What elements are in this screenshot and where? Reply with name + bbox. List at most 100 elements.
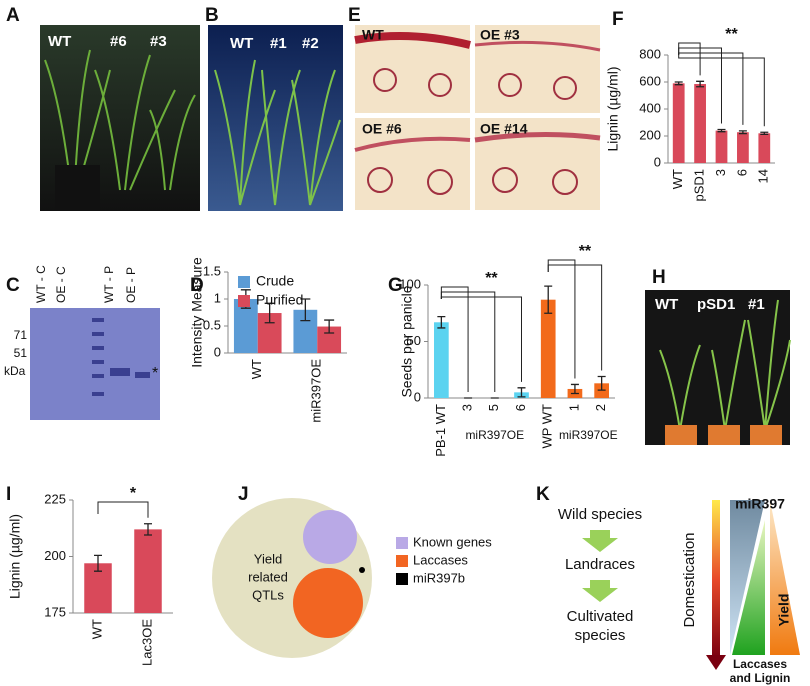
sig-bracket [440,296,522,382]
legend-swatch [396,555,408,567]
known-genes-circle [303,510,357,564]
legend-label: Purified [256,292,303,308]
lane-label: WT - C [34,265,48,303]
panel-letter: C [6,275,20,296]
y-tick-label: 200 [639,127,661,142]
sig-label: ** [725,26,738,43]
panel-letter: K [536,484,550,505]
error-bar [570,383,579,395]
x-tick-label: 14 [756,169,771,183]
x-tick-label: Lac3OE [139,619,154,666]
error-bar [696,80,705,88]
photo-label: OE #14 [480,121,528,137]
photo-label: WT [655,296,678,313]
y-tick-label: 400 [639,100,661,115]
sig-label: ** [579,243,592,260]
panel-letter: H [652,267,666,288]
band-star: * [152,365,158,382]
bar [540,299,556,398]
sig-bracket [547,264,603,371]
panel-letter: J [238,484,249,505]
error-bar [674,81,683,86]
bar [672,83,685,163]
plants-h [659,299,791,431]
x-tick-label: 5 [486,404,501,411]
plants-a [44,49,196,191]
x-tick-label: pSD1 [692,169,707,202]
legend-swatch [238,295,250,307]
photo-b [208,25,343,211]
legend-swatch [396,573,408,585]
panel-letter: I [6,484,11,505]
sig-bracket [678,55,765,127]
legend-label: miR397b [413,570,465,585]
lane-label: OE - C [54,266,68,303]
y-tick-label: 200 [44,548,66,563]
y-axis-label: Lignin (µg/ml) [7,514,23,599]
y-axis-label: Seeds per panicle [399,285,415,397]
lane-label: OE - P [124,267,138,303]
y-tick-label: 1 [214,290,221,305]
photo-label: OE #6 [362,121,402,137]
bar [233,299,258,353]
laccase-wedge [732,520,765,655]
photo-label: #6 [110,33,127,50]
step-label: Wild species [558,506,642,523]
y-axis-label: Intensity Measure [189,257,205,368]
step-label: Cultivated [567,608,634,625]
photo-label: WT [230,35,253,52]
y-tick-label: 0 [654,154,661,169]
x-tick-label: 1 [566,404,581,411]
panel-letter: F [612,9,624,30]
lane-label: WT - P [102,266,116,303]
error-bar [597,375,606,391]
group-label: miR397OE [559,428,618,442]
photo-label: OE #3 [480,27,520,43]
bar [694,84,706,163]
error-bar [760,131,769,136]
y-axis-label: Lignin (µg/ml) [605,66,621,151]
arrow [582,530,618,552]
marker-label: 51 [14,346,28,360]
y-tick-label: 175 [44,604,66,619]
photo-label: WT [48,33,71,50]
bar [434,322,449,398]
wedge-label: miR397 [735,496,785,512]
plants-b [214,59,341,206]
yield-wedge [770,500,800,655]
sig-bracket [678,47,722,124]
pot [55,165,100,210]
error-bar [738,130,747,135]
error-bar [94,554,102,572]
mir397b-dot [359,567,365,573]
laccases-circle [293,568,363,638]
x-tick-label: WT [89,619,104,639]
gel-bands [92,318,150,396]
photo-label: WT [362,27,384,43]
error-bar [544,285,553,314]
error-bar [324,319,335,334]
photo-label: #3 [150,33,167,50]
legend-swatch [396,537,408,549]
x-tick-label: 3 [460,404,475,411]
group-label: miR397OE [465,428,524,442]
circle-text: QTLs [252,587,284,602]
bar [737,132,749,163]
y-tick-label: 0 [414,389,421,404]
photo-label: #1 [270,35,287,52]
wedge-label: Yield [776,594,792,627]
wedge-label: Laccases [733,657,787,671]
step-label: Landraces [565,556,635,573]
error-bar [264,302,275,324]
y-tick-label: 225 [44,491,66,506]
y-tick-label: 0.5 [203,317,221,332]
photo-e [354,25,601,210]
sig-bracket [97,501,149,518]
y-tick-label: 0 [214,344,221,359]
x-tick-label: WP WT [540,404,555,449]
x-tick-label: PB-1 WT [433,404,448,457]
panel-letter: D [190,275,204,296]
error-bar [717,128,726,133]
arrow [706,655,726,670]
